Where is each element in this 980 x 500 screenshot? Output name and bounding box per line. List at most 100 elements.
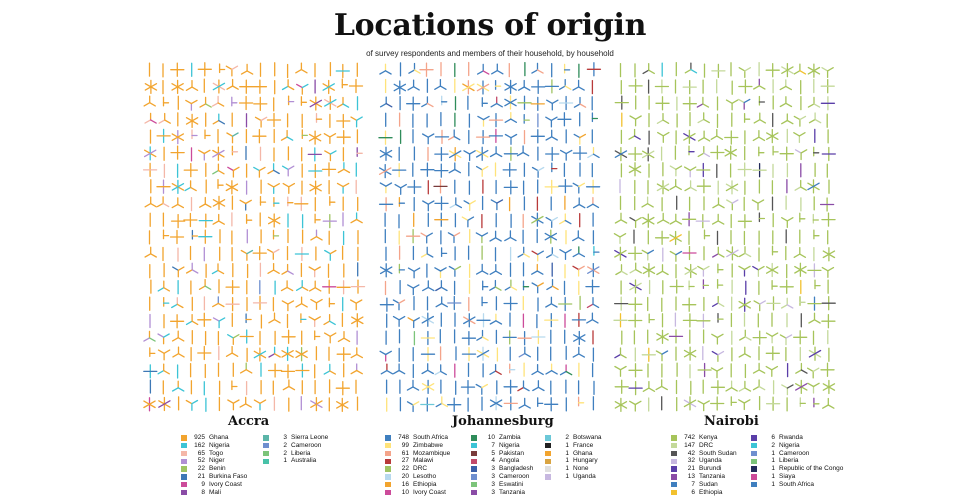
household-glyph bbox=[813, 229, 820, 240]
household-glyph bbox=[795, 379, 808, 395]
legend-swatch bbox=[751, 474, 757, 480]
household-glyph bbox=[217, 179, 224, 189]
household-glyph bbox=[531, 263, 544, 275]
household-glyph bbox=[517, 79, 531, 91]
household-glyph bbox=[310, 298, 323, 310]
household-glyph bbox=[531, 212, 544, 227]
household-glyph bbox=[703, 229, 711, 240]
household-glyph bbox=[629, 279, 642, 294]
household-glyph bbox=[765, 396, 781, 411]
household-glyph bbox=[716, 278, 724, 289]
household-glyph bbox=[184, 180, 197, 192]
legend-swatch bbox=[385, 458, 391, 465]
household-glyph bbox=[628, 146, 643, 162]
household-glyph bbox=[530, 129, 545, 144]
household-glyph bbox=[503, 379, 518, 394]
household-glyph bbox=[577, 396, 585, 407]
legend-origin: Mali bbox=[209, 488, 221, 496]
legend-origin: Ivory Coast bbox=[209, 480, 242, 488]
household-glyph bbox=[185, 314, 199, 326]
household-glyph bbox=[683, 129, 696, 145]
household-glyph bbox=[545, 129, 558, 141]
household-glyph bbox=[629, 262, 642, 274]
household-glyph bbox=[793, 115, 807, 127]
household-glyph bbox=[779, 96, 793, 108]
household-glyph bbox=[185, 262, 199, 274]
household-glyph bbox=[225, 65, 239, 77]
household-glyph bbox=[314, 330, 321, 341]
household-glyph bbox=[268, 312, 281, 324]
household-glyph bbox=[308, 266, 321, 278]
household-glyph bbox=[614, 397, 628, 413]
household-glyph bbox=[489, 146, 503, 158]
household-glyph bbox=[337, 162, 351, 174]
household-glyph bbox=[475, 165, 489, 177]
household-glyph bbox=[301, 129, 308, 140]
household-glyph bbox=[143, 146, 157, 161]
household-glyph bbox=[794, 149, 808, 161]
household-glyph bbox=[537, 397, 544, 408]
household-glyph bbox=[668, 329, 684, 344]
legend-count: 3 bbox=[491, 480, 495, 488]
household-glyph bbox=[379, 146, 393, 161]
household-glyph bbox=[463, 150, 476, 162]
household-glyph bbox=[281, 79, 295, 91]
legend-origin: Cameroon bbox=[291, 441, 322, 449]
household-glyph bbox=[144, 246, 157, 258]
household-glyph bbox=[435, 280, 448, 292]
household-glyph bbox=[407, 284, 420, 296]
household-glyph bbox=[143, 330, 156, 342]
legend-swatch bbox=[385, 481, 391, 488]
household-glyph bbox=[282, 182, 296, 194]
household-glyph bbox=[398, 263, 406, 274]
legend-origin: Sierra Leone bbox=[291, 434, 329, 441]
household-glyph bbox=[726, 246, 739, 261]
household-glyph bbox=[738, 265, 751, 277]
household-glyph bbox=[793, 63, 807, 75]
household-glyph bbox=[558, 296, 573, 312]
household-glyph bbox=[489, 263, 503, 275]
legend-count: 2 bbox=[565, 434, 569, 441]
household-glyph bbox=[281, 263, 294, 275]
legend-swatch bbox=[751, 435, 757, 441]
chart-title: Locations of origin bbox=[333, 8, 647, 43]
household-glyph bbox=[821, 296, 836, 311]
household-glyph bbox=[336, 182, 350, 194]
household-glyph bbox=[558, 78, 572, 90]
household-glyph bbox=[336, 96, 350, 108]
household-glyph bbox=[476, 346, 490, 361]
household-glyph bbox=[738, 346, 752, 358]
household-glyph bbox=[463, 200, 476, 212]
household-glyph bbox=[267, 363, 283, 378]
household-glyph bbox=[323, 363, 337, 375]
legend-count: 162 bbox=[194, 441, 205, 449]
household-glyph bbox=[449, 197, 463, 209]
household-glyph bbox=[350, 279, 366, 294]
household-glyph bbox=[738, 399, 751, 411]
household-glyph bbox=[392, 315, 406, 327]
household-glyph bbox=[807, 382, 820, 394]
household-glyph bbox=[688, 280, 695, 291]
household-glyph bbox=[781, 217, 794, 229]
household-glyph bbox=[807, 296, 822, 311]
household-glyph bbox=[421, 96, 434, 108]
household-glyph bbox=[765, 365, 779, 377]
household-glyph bbox=[143, 364, 158, 379]
legend-count: 65 bbox=[197, 449, 205, 457]
household-glyph bbox=[300, 313, 307, 324]
household-glyph bbox=[447, 295, 462, 311]
household-glyph bbox=[544, 312, 559, 328]
household-glyph bbox=[799, 212, 806, 223]
household-glyph bbox=[563, 63, 571, 74]
household-glyph bbox=[157, 280, 171, 292]
household-glyph bbox=[420, 347, 436, 362]
household-glyph bbox=[572, 346, 586, 358]
legend-swatch bbox=[385, 489, 391, 496]
household-glyph bbox=[252, 79, 268, 94]
household-glyph bbox=[231, 380, 238, 391]
household-glyph bbox=[522, 280, 530, 291]
legend-swatch bbox=[671, 466, 677, 472]
household-glyph bbox=[435, 396, 449, 408]
household-glyph bbox=[406, 96, 421, 111]
household-glyph bbox=[142, 162, 158, 178]
